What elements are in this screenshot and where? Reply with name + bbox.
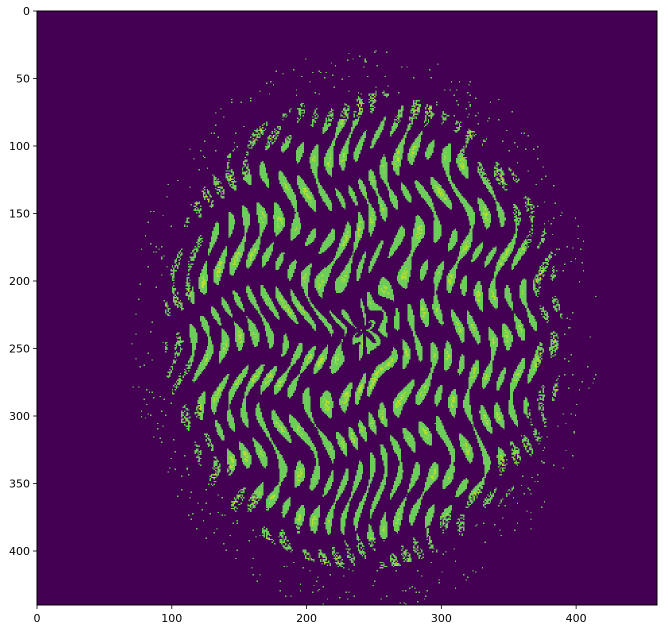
y-axis: 0 50 100 150 200 250 300 350 400	[9, 5, 37, 558]
y-tick-label: 0	[23, 5, 30, 18]
y-tick-label: 400	[9, 545, 30, 558]
x-tick-label: 0	[34, 612, 41, 625]
y-tick-label: 300	[9, 410, 30, 423]
y-tick-label: 350	[9, 478, 30, 491]
x-tick-label: 300	[431, 612, 452, 625]
y-tick-label: 250	[9, 343, 30, 356]
plot-frame	[36, 10, 658, 606]
plot-area	[36, 10, 658, 606]
heatmap-image	[37, 11, 657, 605]
heatmap-pixels	[37, 11, 657, 605]
x-tick-label: 100	[161, 612, 182, 625]
x-tick-label: 200	[296, 612, 317, 625]
x-tick-label: 400	[566, 612, 587, 625]
y-tick-label: 150	[9, 208, 30, 221]
y-tick-label: 100	[9, 140, 30, 153]
y-tick-label: 200	[9, 275, 30, 288]
y-tick-label: 50	[16, 73, 30, 86]
x-axis: 0 100 200 300 400	[34, 605, 587, 625]
